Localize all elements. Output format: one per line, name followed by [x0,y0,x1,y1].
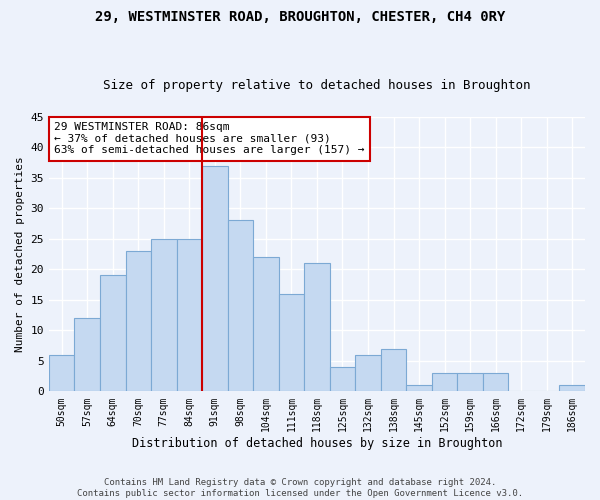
Bar [49,354,74,392]
Bar [125,251,151,392]
Bar [176,239,202,392]
Text: 29 WESTMINSTER ROAD: 86sqm
← 37% of detached houses are smaller (93)
63% of semi: 29 WESTMINSTER ROAD: 86sqm ← 37% of deta… [54,122,365,156]
Bar [151,239,176,392]
Bar [432,373,457,392]
Bar [457,373,483,392]
X-axis label: Distribution of detached houses by size in Broughton: Distribution of detached houses by size … [132,437,502,450]
Bar [355,354,381,392]
Bar [406,385,432,392]
Text: 29, WESTMINSTER ROAD, BROUGHTON, CHESTER, CH4 0RY: 29, WESTMINSTER ROAD, BROUGHTON, CHESTER… [95,10,505,24]
Text: Contains HM Land Registry data © Crown copyright and database right 2024.
Contai: Contains HM Land Registry data © Crown c… [77,478,523,498]
Bar [227,220,253,392]
Bar [202,166,227,392]
Y-axis label: Number of detached properties: Number of detached properties [15,156,25,352]
Bar [278,294,304,392]
Bar [483,373,508,392]
Bar [253,257,278,392]
Bar [74,318,100,392]
Bar [100,276,125,392]
Bar [381,348,406,392]
Bar [559,385,585,392]
Bar [330,367,355,392]
Title: Size of property relative to detached houses in Broughton: Size of property relative to detached ho… [103,79,531,92]
Bar [304,263,330,392]
